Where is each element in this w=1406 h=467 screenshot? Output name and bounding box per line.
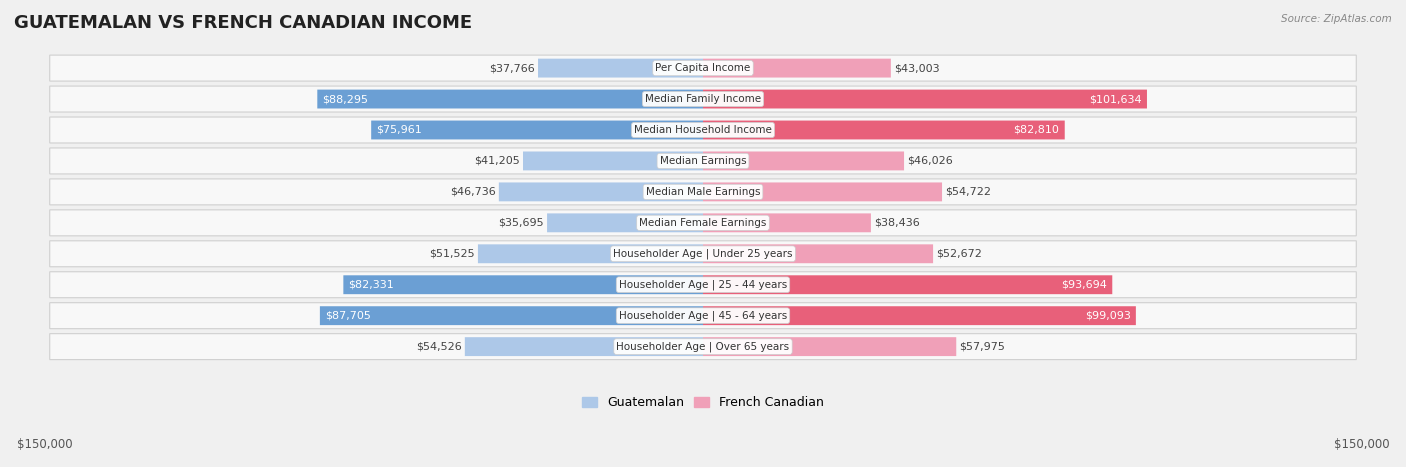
Text: $150,000: $150,000 (1333, 438, 1389, 451)
Text: Median Family Income: Median Family Income (645, 94, 761, 104)
FancyBboxPatch shape (49, 117, 1357, 143)
FancyBboxPatch shape (703, 120, 1064, 140)
Legend: Guatemalan, French Canadian: Guatemalan, French Canadian (576, 391, 830, 414)
FancyBboxPatch shape (371, 120, 703, 140)
Text: $52,672: $52,672 (936, 249, 983, 259)
Text: Median Female Earnings: Median Female Earnings (640, 218, 766, 228)
Text: $75,961: $75,961 (377, 125, 422, 135)
FancyBboxPatch shape (703, 275, 1112, 294)
FancyBboxPatch shape (499, 183, 703, 201)
Text: $46,026: $46,026 (907, 156, 953, 166)
FancyBboxPatch shape (703, 183, 942, 201)
FancyBboxPatch shape (49, 210, 1357, 236)
Text: $51,525: $51,525 (429, 249, 475, 259)
FancyBboxPatch shape (49, 303, 1357, 329)
FancyBboxPatch shape (49, 148, 1357, 174)
FancyBboxPatch shape (49, 86, 1357, 112)
FancyBboxPatch shape (321, 306, 703, 325)
FancyBboxPatch shape (703, 337, 956, 356)
Text: Householder Age | Over 65 years: Householder Age | Over 65 years (616, 341, 790, 352)
Text: Median Male Earnings: Median Male Earnings (645, 187, 761, 197)
FancyBboxPatch shape (318, 90, 703, 108)
Text: $43,003: $43,003 (894, 63, 939, 73)
FancyBboxPatch shape (49, 55, 1357, 81)
FancyBboxPatch shape (343, 275, 703, 294)
Text: $82,331: $82,331 (349, 280, 394, 290)
Text: Per Capita Income: Per Capita Income (655, 63, 751, 73)
FancyBboxPatch shape (547, 213, 703, 232)
Text: $54,526: $54,526 (416, 342, 461, 352)
Text: Source: ZipAtlas.com: Source: ZipAtlas.com (1281, 14, 1392, 24)
Text: $41,205: $41,205 (474, 156, 520, 166)
Text: $150,000: $150,000 (17, 438, 73, 451)
Text: GUATEMALAN VS FRENCH CANADIAN INCOME: GUATEMALAN VS FRENCH CANADIAN INCOME (14, 14, 472, 32)
FancyBboxPatch shape (703, 151, 904, 170)
Text: $101,634: $101,634 (1090, 94, 1142, 104)
Text: Householder Age | Under 25 years: Householder Age | Under 25 years (613, 248, 793, 259)
Text: $88,295: $88,295 (322, 94, 368, 104)
Text: $54,722: $54,722 (945, 187, 991, 197)
Text: $37,766: $37,766 (489, 63, 534, 73)
Text: Median Household Income: Median Household Income (634, 125, 772, 135)
Text: $93,694: $93,694 (1062, 280, 1107, 290)
Text: $35,695: $35,695 (498, 218, 544, 228)
Text: $99,093: $99,093 (1085, 311, 1130, 321)
FancyBboxPatch shape (703, 306, 1136, 325)
Text: $82,810: $82,810 (1014, 125, 1060, 135)
FancyBboxPatch shape (703, 213, 870, 232)
FancyBboxPatch shape (523, 151, 703, 170)
FancyBboxPatch shape (538, 59, 703, 78)
Text: $38,436: $38,436 (875, 218, 920, 228)
Text: $46,736: $46,736 (450, 187, 495, 197)
FancyBboxPatch shape (703, 90, 1147, 108)
Text: Householder Age | 45 - 64 years: Householder Age | 45 - 64 years (619, 311, 787, 321)
FancyBboxPatch shape (703, 59, 891, 78)
FancyBboxPatch shape (49, 272, 1357, 298)
FancyBboxPatch shape (49, 241, 1357, 267)
FancyBboxPatch shape (465, 337, 703, 356)
FancyBboxPatch shape (49, 179, 1357, 205)
Text: Householder Age | 25 - 44 years: Householder Age | 25 - 44 years (619, 279, 787, 290)
Text: $87,705: $87,705 (325, 311, 371, 321)
Text: Median Earnings: Median Earnings (659, 156, 747, 166)
Text: $57,975: $57,975 (959, 342, 1005, 352)
FancyBboxPatch shape (49, 333, 1357, 360)
FancyBboxPatch shape (703, 244, 934, 263)
FancyBboxPatch shape (478, 244, 703, 263)
